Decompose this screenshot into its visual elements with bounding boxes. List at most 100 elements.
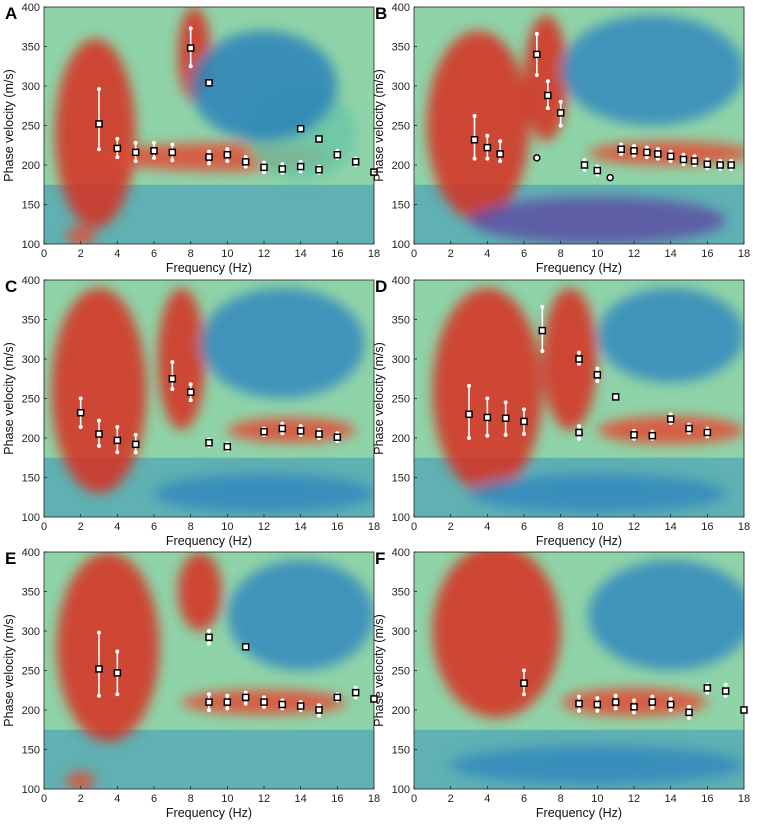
x-tick-label: 0	[41, 248, 47, 260]
x-tick-label: 12	[628, 248, 640, 260]
x-tick-label: 6	[151, 521, 157, 533]
x-tick-label: 0	[411, 521, 417, 533]
data-point	[241, 643, 250, 651]
y-tick-label: 200	[22, 433, 40, 445]
data-point	[223, 442, 232, 451]
error-cap	[595, 696, 600, 701]
y-tick-label: 250	[392, 121, 410, 133]
data-point	[205, 438, 213, 447]
x-tick-label: 8	[558, 793, 564, 805]
x-tick-label: 14	[665, 248, 677, 260]
y-tick-label: 400	[392, 2, 410, 14]
error-cap	[485, 433, 490, 438]
error-cap	[152, 140, 156, 145]
data-point	[593, 700, 602, 709]
y-tick-label: 200	[392, 705, 410, 717]
error-cap	[503, 400, 508, 405]
data-point	[95, 120, 103, 128]
data-point	[685, 708, 693, 717]
x-tick-label: 6	[521, 793, 527, 805]
data-point	[95, 430, 103, 438]
y-tick-label: 100	[392, 239, 410, 251]
x-tick-label: 16	[701, 793, 713, 805]
heatmap-blob	[66, 771, 96, 789]
x-tick-label: 18	[368, 521, 380, 533]
x-tick-label: 12	[628, 793, 640, 805]
error-cap	[540, 304, 545, 309]
x-axis-label: Frequency (Hz)	[166, 261, 252, 275]
data-point	[575, 355, 583, 363]
x-tick-label: 18	[368, 248, 380, 260]
y-tick-label: 350	[392, 315, 410, 327]
y-tick-label: 100	[392, 784, 410, 796]
error-cap	[243, 701, 248, 706]
data-point	[205, 633, 213, 642]
y-tick-label: 250	[392, 394, 410, 406]
error-cap	[133, 450, 138, 455]
panel-d: 0 2 4 6 8 10 12 14 16 18 100 150 200 250 300 350 400 Freq…	[372, 275, 750, 548]
error-cap	[485, 156, 490, 161]
x-tick-label: 18	[738, 248, 750, 260]
data-point	[740, 706, 748, 714]
heatmap-blob	[588, 559, 744, 671]
error-cap	[650, 705, 655, 710]
x-tick-label: 4	[484, 793, 490, 805]
error-cap	[188, 64, 193, 69]
y-axis-label: Phase velocity (m/s)	[2, 342, 16, 455]
error-cap	[472, 156, 477, 161]
data-point	[95, 665, 103, 673]
data-point	[150, 147, 158, 155]
heatmap-blob	[51, 287, 147, 494]
data-point	[205, 79, 213, 87]
x-tick-label: 18	[738, 521, 750, 533]
error-cap	[632, 698, 636, 703]
x-tick-label: 14	[295, 793, 307, 805]
y-tick-label: 250	[22, 394, 40, 406]
panel-letter: D	[375, 277, 387, 296]
data-point	[575, 699, 583, 708]
error-cap	[78, 424, 83, 429]
y-tick-label: 300	[22, 354, 40, 366]
data-point	[315, 430, 323, 438]
data-point-circle	[533, 154, 541, 162]
data-points	[95, 629, 378, 718]
data-point	[315, 165, 323, 174]
data-point	[520, 417, 528, 426]
error-cap	[207, 629, 211, 633]
error-cap	[577, 694, 581, 699]
x-tick-label: 6	[521, 248, 527, 260]
x-tick-label: 12	[258, 521, 270, 533]
heatmap-blob	[432, 287, 543, 494]
x-tick-label: 10	[221, 248, 233, 260]
data-point	[533, 50, 541, 59]
error-cap	[97, 87, 101, 92]
data-point	[654, 150, 662, 158]
data-point	[690, 157, 699, 165]
data-point	[260, 698, 268, 706]
heatmap-blob	[542, 287, 598, 431]
data-point	[223, 698, 232, 706]
data-points	[470, 31, 735, 182]
heatmap-blob	[199, 287, 365, 399]
y-tick-label: 150	[392, 200, 410, 212]
error-cap	[485, 133, 490, 138]
y-tick-label: 250	[22, 666, 40, 678]
x-tick-label: 10	[591, 793, 603, 805]
x-tick-label: 2	[448, 521, 454, 533]
data-point	[296, 702, 305, 710]
x-tick-label: 8	[188, 248, 194, 260]
error-cap	[188, 382, 193, 387]
heatmap-blobs	[426, 14, 744, 244]
heatmap-blob	[560, 14, 744, 126]
x-tick-label: 2	[448, 248, 454, 260]
error-cap	[225, 159, 230, 164]
x-tick-label: 2	[448, 793, 454, 805]
data-point	[278, 700, 287, 709]
x-tick-label: 16	[331, 793, 343, 805]
y-tick-label: 150	[22, 473, 40, 485]
x-tick-label: 2	[78, 521, 84, 533]
x-tick-label: 16	[331, 248, 343, 260]
y-axis-label: Phase velocity (m/s)	[372, 69, 386, 182]
data-point	[721, 687, 730, 695]
data-point	[483, 143, 492, 152]
